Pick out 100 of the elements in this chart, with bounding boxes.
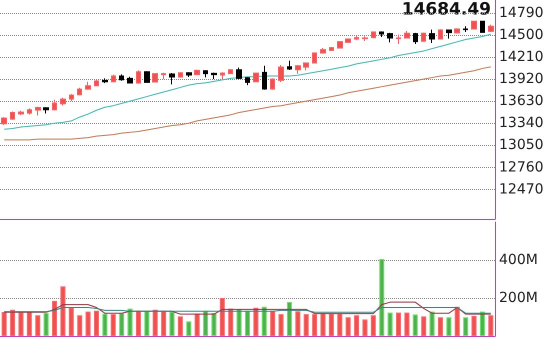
bar bbox=[404, 312, 410, 336]
candlestick bbox=[362, 36, 368, 42]
candlestick bbox=[463, 26, 468, 32]
candlestick bbox=[345, 38, 351, 43]
candlestick bbox=[438, 28, 443, 40]
candlestick bbox=[270, 78, 275, 90]
bar bbox=[94, 310, 99, 336]
candlestick bbox=[152, 72, 158, 84]
bar bbox=[102, 314, 108, 336]
bar bbox=[77, 315, 82, 336]
candlestick bbox=[186, 72, 192, 78]
candlestick bbox=[396, 34, 401, 45]
candlestick bbox=[354, 35, 359, 41]
candlestick bbox=[102, 78, 108, 84]
bar bbox=[295, 311, 300, 336]
candlestick bbox=[10, 110, 15, 120]
line-series bbox=[4, 66, 492, 140]
candlestick bbox=[220, 72, 225, 80]
candlestick bbox=[69, 94, 74, 102]
bar bbox=[421, 316, 426, 336]
candlestick bbox=[144, 70, 150, 84]
bar bbox=[128, 308, 133, 336]
y-tick-label: 12470 bbox=[499, 181, 544, 198]
bar bbox=[35, 315, 40, 336]
candlestick bbox=[27, 108, 32, 115]
candlestick bbox=[94, 79, 99, 87]
candlestick bbox=[178, 72, 183, 78]
bar bbox=[136, 310, 141, 336]
bar bbox=[110, 314, 116, 336]
bar bbox=[253, 308, 258, 336]
candlestick bbox=[211, 72, 217, 80]
candlestick bbox=[287, 60, 292, 70]
candlestick bbox=[329, 46, 334, 52]
y-tick-label: 13920 bbox=[499, 71, 544, 88]
line-series bbox=[4, 302, 492, 315]
candlestick bbox=[480, 20, 485, 34]
bar bbox=[119, 313, 124, 336]
candlestick bbox=[60, 97, 66, 106]
candlestick bbox=[312, 52, 317, 64]
candlestick bbox=[127, 76, 133, 84]
candlestick bbox=[404, 30, 410, 39]
y-tick-label: 200M bbox=[499, 290, 538, 306]
annotation: 14684.49 bbox=[402, 0, 492, 20]
bar bbox=[18, 312, 24, 336]
bar bbox=[412, 314, 418, 336]
candlestick bbox=[262, 65, 267, 90]
candlestick bbox=[379, 30, 384, 38]
candlestick bbox=[446, 29, 452, 40]
bar bbox=[328, 314, 334, 336]
candlestick bbox=[454, 28, 460, 34]
y-tick-label: 12760 bbox=[499, 159, 544, 176]
bar bbox=[186, 321, 192, 336]
candlestick bbox=[303, 62, 309, 71]
bar bbox=[161, 310, 166, 336]
bar bbox=[178, 316, 183, 336]
bar bbox=[60, 286, 66, 336]
candlestick bbox=[136, 70, 141, 84]
candlestick bbox=[371, 30, 376, 39]
bar bbox=[144, 310, 150, 336]
bar bbox=[388, 312, 393, 336]
line-series bbox=[4, 34, 492, 130]
candlestick bbox=[228, 68, 233, 75]
candlestick bbox=[471, 20, 477, 30]
candlestick bbox=[488, 24, 494, 32]
candlestick bbox=[429, 29, 435, 44]
bar bbox=[152, 310, 158, 336]
candlestick bbox=[77, 87, 82, 96]
candlestick bbox=[18, 110, 24, 116]
bar bbox=[2, 312, 7, 336]
candlestick bbox=[387, 32, 393, 43]
bar bbox=[194, 314, 200, 336]
y-tick-label: 13630 bbox=[499, 93, 544, 110]
bar bbox=[379, 259, 384, 336]
candlestick bbox=[43, 106, 49, 114]
bar bbox=[463, 317, 468, 336]
bar bbox=[270, 310, 276, 336]
bar bbox=[337, 314, 342, 336]
bar bbox=[354, 315, 360, 336]
bar bbox=[44, 313, 49, 336]
bar bbox=[488, 315, 494, 336]
bar bbox=[245, 310, 250, 336]
bar bbox=[236, 309, 242, 336]
bar bbox=[278, 314, 284, 336]
candlestick bbox=[413, 32, 418, 45]
bar bbox=[438, 317, 443, 336]
bar bbox=[203, 310, 208, 336]
candlestick bbox=[203, 70, 208, 78]
y-tick-label: 400M bbox=[499, 252, 538, 268]
bar bbox=[286, 302, 292, 336]
candlestick bbox=[35, 106, 41, 116]
candlestick bbox=[119, 74, 124, 82]
bar bbox=[52, 300, 58, 336]
bar bbox=[220, 298, 225, 336]
candlestick bbox=[52, 99, 57, 111]
bar bbox=[26, 312, 32, 336]
bar bbox=[228, 308, 234, 336]
candlestick bbox=[111, 74, 116, 83]
y-tick-label: 13340 bbox=[499, 115, 544, 132]
bar bbox=[396, 312, 402, 336]
candlestick bbox=[85, 81, 91, 90]
